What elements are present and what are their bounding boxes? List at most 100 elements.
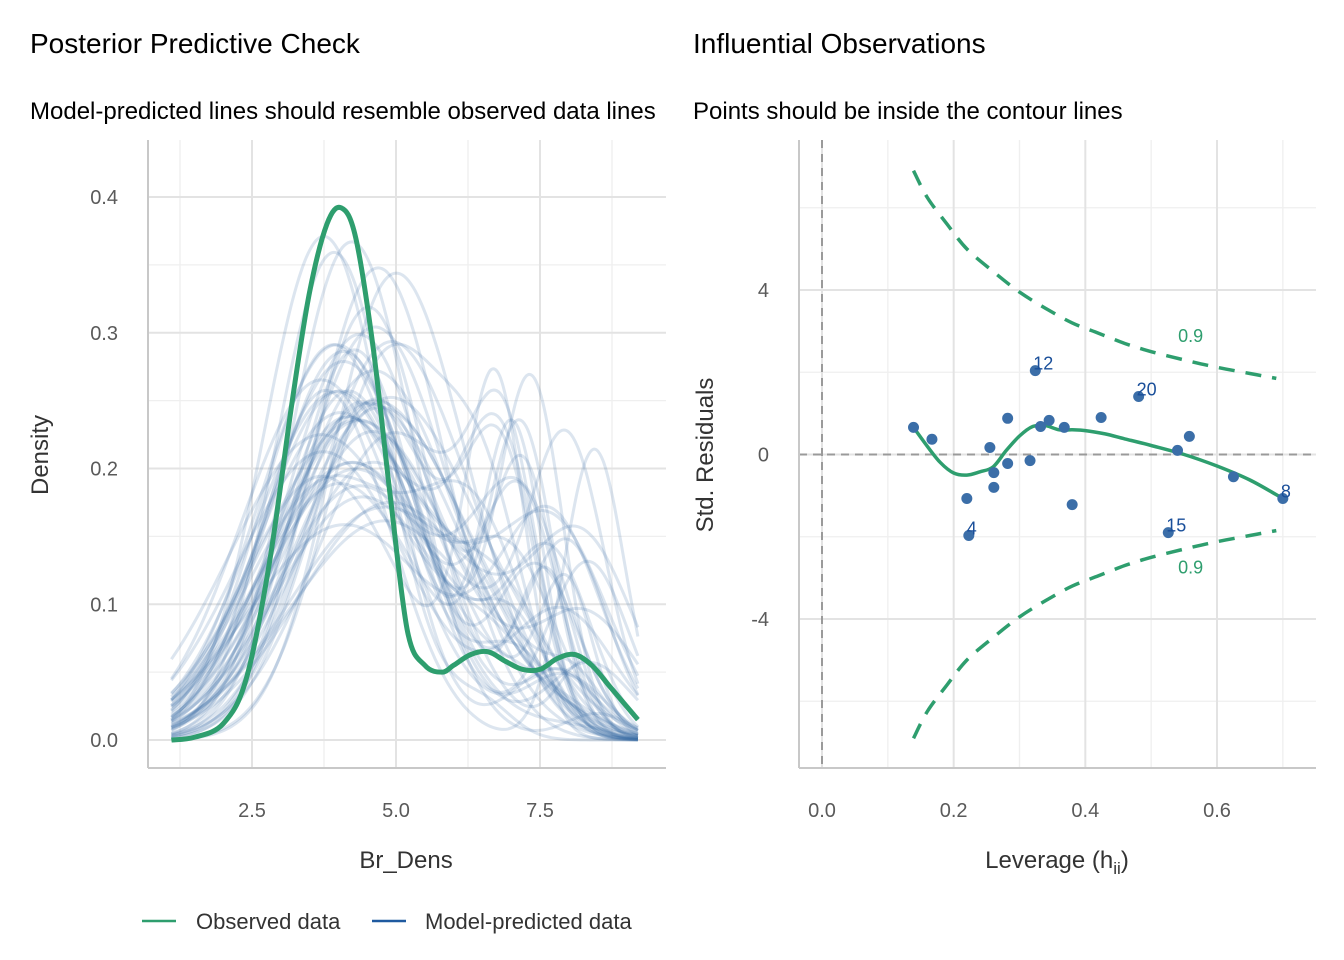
ppc-x-label: Br_Dens: [359, 847, 452, 874]
influence-y-tick-label: 0: [758, 445, 769, 467]
ppc-predicted-line: [170, 400, 640, 735]
ppc-predicted-line: [170, 415, 639, 738]
influence-point-label: 20: [1137, 380, 1157, 400]
contour-upper-line: [911, 169, 1277, 381]
ppc-predicted-line: [170, 367, 638, 742]
ppc-y-label: Density: [27, 415, 54, 495]
influence-point-label: 15: [1166, 516, 1186, 536]
influence-x-tick-label: 0.0: [808, 800, 836, 822]
influence-point: [1183, 430, 1195, 442]
influence-point: [908, 421, 920, 433]
influence-point: [1227, 471, 1239, 483]
ppc-title: Posterior Predictive Check: [30, 28, 361, 59]
influence-point-label: 8: [1281, 482, 1291, 502]
ppc-predicted-line: [171, 348, 639, 737]
ppc-predicted-line: [170, 240, 639, 736]
ppc-x-tick-label: 7.5: [526, 800, 554, 822]
influence-point-label: 12: [1033, 354, 1053, 374]
ppc-predicted-line: [170, 343, 639, 738]
ppc-predicted-line: [170, 461, 639, 737]
ppc-predicted-line: [170, 369, 639, 738]
ppc-predicted-line: [170, 390, 639, 735]
ppc-y-tick-label: 0.4: [90, 187, 118, 209]
influence-point: [1277, 493, 1289, 505]
ppc-x-ticks: 2.5 5.0 7.5: [238, 800, 554, 822]
ppc-y-tick-label: 0.3: [90, 323, 118, 345]
influence-point: [1002, 458, 1014, 470]
ppc-predicted-line: [170, 433, 639, 740]
ppc-predicted-line: [170, 450, 640, 697]
ppc-y-tick-label: 0.2: [90, 459, 118, 481]
influence-x-label-main: Leverage (h: [985, 847, 1113, 874]
ppc-subtitle: Model-predicted lines should resemble ob…: [30, 98, 656, 125]
ppc-predicted-line: [170, 475, 639, 732]
influence-x-tick-label: 0.6: [1203, 800, 1231, 822]
ppc-predicted-line: [170, 504, 640, 701]
influence-y-ticks: -4 0 4: [751, 280, 769, 631]
ppc-predicted-line: [170, 250, 639, 733]
ppc-y-tick-label: 0.1: [90, 594, 118, 616]
influence-points: 4 12 20 15 8: [908, 354, 1291, 542]
influence-point: [1162, 527, 1174, 539]
ppc-panel: 2.5 5.0 7.5 0.0 0.1 0.2 0.3 0.4 Posterior Pred…: [27, 28, 666, 874]
influence-point: [1043, 414, 1055, 426]
influence-title: Influential Observations: [693, 28, 986, 59]
ppc-predicted-line: [170, 412, 639, 741]
ppc-predicted-line: [170, 418, 639, 741]
ppc-predicted-line: [170, 378, 639, 730]
ppc-observed-line: [171, 204, 640, 743]
influence-subtitle: Points should be inside the contour line…: [693, 98, 1123, 125]
ppc-predicted-line: [170, 389, 640, 729]
influence-point: [963, 530, 975, 542]
ppc-predicted-line: [171, 402, 639, 742]
influence-x-tick-label: 0.2: [940, 800, 968, 822]
ppc-predicted-line: [170, 343, 639, 741]
ppc-predicted-line: [170, 325, 639, 741]
legend-predicted-label: Model-predicted data: [425, 909, 632, 934]
influence-x-label: Leverage (hii): [985, 847, 1129, 878]
influence-y-label: Std. Residuals: [692, 378, 719, 533]
influence-x-label-sub: ii: [1113, 859, 1121, 878]
ppc-y-ticks: 0.0 0.1 0.2 0.3 0.4: [90, 187, 118, 752]
influence-x-ticks: 0.0 0.2 0.4 0.6: [808, 800, 1231, 822]
ppc-predicted-line: [170, 460, 639, 739]
influence-panel: 0.9 0.9 4 12 20 15 8 0.0 0.2 0.4 0.6 -4 0 4 Influ…: [692, 28, 1316, 878]
ppc-predicted-line: [170, 418, 639, 738]
influence-point-label: 4: [967, 519, 977, 539]
ppc-predicted-lines: [170, 234, 640, 742]
ppc-predicted-line: [170, 399, 639, 737]
ppc-x-tick-label: 5.0: [382, 800, 410, 822]
influence-point: [984, 442, 996, 454]
influence-x-tick-label: 0.4: [1071, 800, 1099, 822]
contour-upper-label: 0.9: [1178, 326, 1203, 346]
ppc-predicted-line: [171, 342, 639, 742]
influence-point: [1066, 499, 1078, 511]
contour-lower-line: [911, 528, 1277, 740]
ppc-predicted-line: [170, 401, 639, 736]
ppc-predicted-line: [170, 359, 639, 736]
influence-point: [1024, 455, 1036, 467]
influence-point: [988, 481, 1000, 493]
ppc-predicted-line: [170, 474, 639, 740]
contour-lower-label: 0.9: [1178, 558, 1203, 578]
influence-point: [1172, 444, 1183, 456]
ppc-predicted-line: [170, 467, 640, 722]
ppc-predicted-line: [170, 395, 639, 732]
ppc-predicted-line: [171, 397, 639, 741]
ppc-y-tick-label: 0.0: [90, 730, 118, 752]
ppc-predicted-line: [170, 415, 638, 742]
influence-point: [1035, 421, 1047, 433]
influence-point: [988, 467, 1000, 479]
ppc-predicted-line: [170, 388, 640, 731]
ppc-predicted-line: [170, 234, 638, 742]
influence-point: [1002, 412, 1014, 424]
ppc-predicted-line: [171, 305, 639, 740]
influence-x-label-end: ): [1121, 847, 1129, 874]
ppc-predicted-line: [171, 271, 639, 741]
ppc-predicted-line: [170, 349, 640, 719]
influence-point: [1058, 421, 1070, 433]
legend-observed-label: Observed data: [196, 909, 341, 934]
ppc-predicted-line: [170, 429, 640, 728]
influence-y-tick-label: -4: [751, 609, 769, 631]
ppc-predicted-line: [170, 418, 639, 736]
